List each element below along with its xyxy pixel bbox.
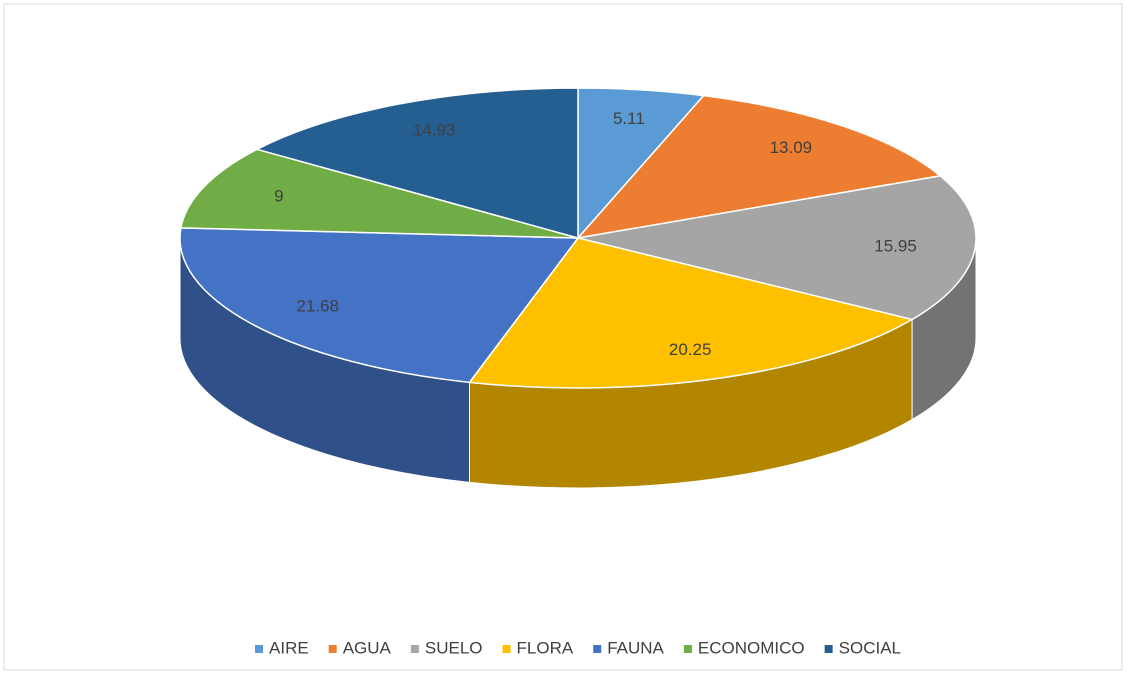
data-label: 14.93: [413, 120, 456, 139]
data-label: 21.68: [296, 297, 339, 316]
legend-label: AGUA: [343, 638, 392, 657]
legend-label: FLORA: [517, 638, 574, 657]
legend-item: SOCIAL: [824, 638, 901, 657]
legend-swatch: [255, 645, 264, 653]
legend: AIRE AGUA SUELO FLORA FAUNA ECONOMICO SOCIAL: [255, 638, 901, 657]
data-label: 13.09: [770, 138, 813, 157]
pie-tops: [179, 87, 977, 389]
legend-label: AIRE: [269, 638, 309, 657]
legend-item: SUELO: [410, 638, 483, 657]
legend-swatch: [683, 645, 692, 653]
legend-item: AGUA: [328, 638, 392, 657]
legend-label: SUELO: [425, 638, 483, 657]
pie-slice: [180, 148, 579, 239]
legend-swatch: [502, 645, 511, 653]
legend-swatch: [410, 645, 419, 653]
pie-sides: [179, 237, 977, 489]
data-label: 15.95: [874, 236, 917, 255]
legend-label: ECONOMICO: [698, 638, 805, 657]
data-label: 20.25: [669, 340, 712, 359]
legend-item: FAUNA: [593, 638, 665, 657]
pie-slice: [468, 237, 915, 389]
pie-slice: [179, 227, 580, 384]
pie-slice: [577, 175, 977, 321]
legend-swatch: [824, 645, 833, 653]
legend-swatch: [328, 645, 337, 653]
legend-swatch: [593, 645, 602, 653]
data-label: 5.11: [613, 109, 645, 128]
legend-item: AIRE: [255, 638, 309, 657]
data-label: 9: [274, 186, 283, 205]
legend-item: ECONOMICO: [683, 638, 805, 657]
legend-label: FAUNA: [607, 638, 664, 657]
legend-label: SOCIAL: [839, 638, 901, 657]
chart-border: [3, 3, 1123, 671]
pie-slice: [255, 87, 579, 239]
data-labels: 5.11 13.09 15.95 20.25 21.68 9 14.93: [274, 109, 917, 359]
legend-item: FLORA: [502, 638, 574, 657]
pie-slice: [576, 94, 942, 240]
